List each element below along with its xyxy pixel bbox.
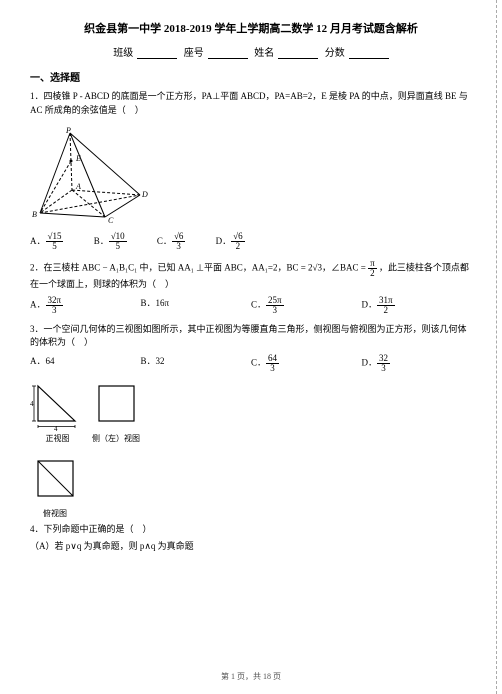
q2-opt-a: A．32π3 xyxy=(30,296,141,315)
svg-text:A: A xyxy=(75,182,81,191)
svg-text:C: C xyxy=(108,216,114,225)
score-label: 分数 xyxy=(325,48,345,59)
svg-text:D: D xyxy=(141,190,148,199)
three-views: 4 4 正视图 侧（左）视图 俯视图 xyxy=(30,381,472,519)
q3-opt-d: D．323 xyxy=(362,354,473,373)
student-info-line: 班级 座号 姓名 分数 xyxy=(30,44,472,59)
top-view-label: 俯视图 xyxy=(30,508,80,519)
q2-opt-c: C．25π3 xyxy=(251,296,362,315)
front-view: 4 4 正视图 xyxy=(30,381,85,444)
q2-prefix: 2．在三棱柱 ABC − A₁B₁C₁ 中，已知 AA₁ ⊥平面 ABC，AA₁… xyxy=(30,263,368,273)
svg-text:4: 4 xyxy=(54,425,58,431)
q1-opt-d: D．√62 xyxy=(216,236,245,246)
class-label: 班级 xyxy=(113,48,133,59)
q3-opt-a: A．64 xyxy=(30,354,141,373)
q1-opt-a: A．√155 xyxy=(30,236,63,246)
svg-text:P: P xyxy=(65,126,71,135)
section-1-title: 一、选择题 xyxy=(30,69,472,84)
q3-options: A．64 B．32 C．643 D．323 xyxy=(30,354,472,373)
q1-opt-b: B．√105 xyxy=(94,236,127,246)
question-4: 4．下列命题中正确的是（ ） xyxy=(30,523,472,537)
front-view-label: 正视图 xyxy=(30,433,85,444)
seat-label: 座号 xyxy=(184,48,204,59)
exam-title: 织金县第一中学 2018-2019 学年上学期高二数学 12 月月考试题含解析 xyxy=(30,20,472,36)
svg-text:B: B xyxy=(32,210,37,219)
q2-opt-b: B．16π xyxy=(141,296,252,315)
top-view: 俯视图 xyxy=(30,456,80,519)
q2-angle: π2 xyxy=(368,259,377,278)
side-view-label: 侧（左）视图 xyxy=(91,433,141,444)
q2-options: A．32π3 B．16π C．25π3 D．31π2 xyxy=(30,296,472,315)
q1-options: A．√155 B．√105 C．√63 D．√62 xyxy=(30,232,472,251)
question-1: 1．四棱锥 P - ABCD 的底面是一个正方形，PA⊥平面 ABCD，PA=A… xyxy=(30,90,472,117)
svg-text:4: 4 xyxy=(30,400,34,408)
q3-opt-b: B．32 xyxy=(141,354,252,373)
class-blank xyxy=(137,49,177,59)
page-footer: 第 1 页，共 18 页 xyxy=(0,671,502,682)
q4-opt-a: （A）若 p∨q 为真命题，则 p∧q 为真命题 xyxy=(30,540,472,554)
question-3: 3．一个空间几何体的三视图如图所示，其中正视图为等腰直角三角形，侧视图与俯视图为… xyxy=(30,323,472,350)
page-divider xyxy=(496,0,497,694)
side-view: 侧（左）视图 xyxy=(91,381,141,444)
seat-blank xyxy=(208,49,248,59)
q3-opt-c: C．643 xyxy=(251,354,362,373)
name-blank xyxy=(278,49,318,59)
question-2: 2．在三棱柱 ABC − A₁B₁C₁ 中，已知 AA₁ ⊥平面 ABC，AA₁… xyxy=(30,259,472,292)
pyramid-figure: P E A B C D xyxy=(30,125,150,225)
svg-text:E: E xyxy=(75,154,81,163)
q2-opt-d: D．31π2 xyxy=(362,296,473,315)
name-label: 姓名 xyxy=(254,48,274,59)
q1-opt-c: C．√63 xyxy=(157,236,185,246)
score-blank xyxy=(349,49,389,59)
